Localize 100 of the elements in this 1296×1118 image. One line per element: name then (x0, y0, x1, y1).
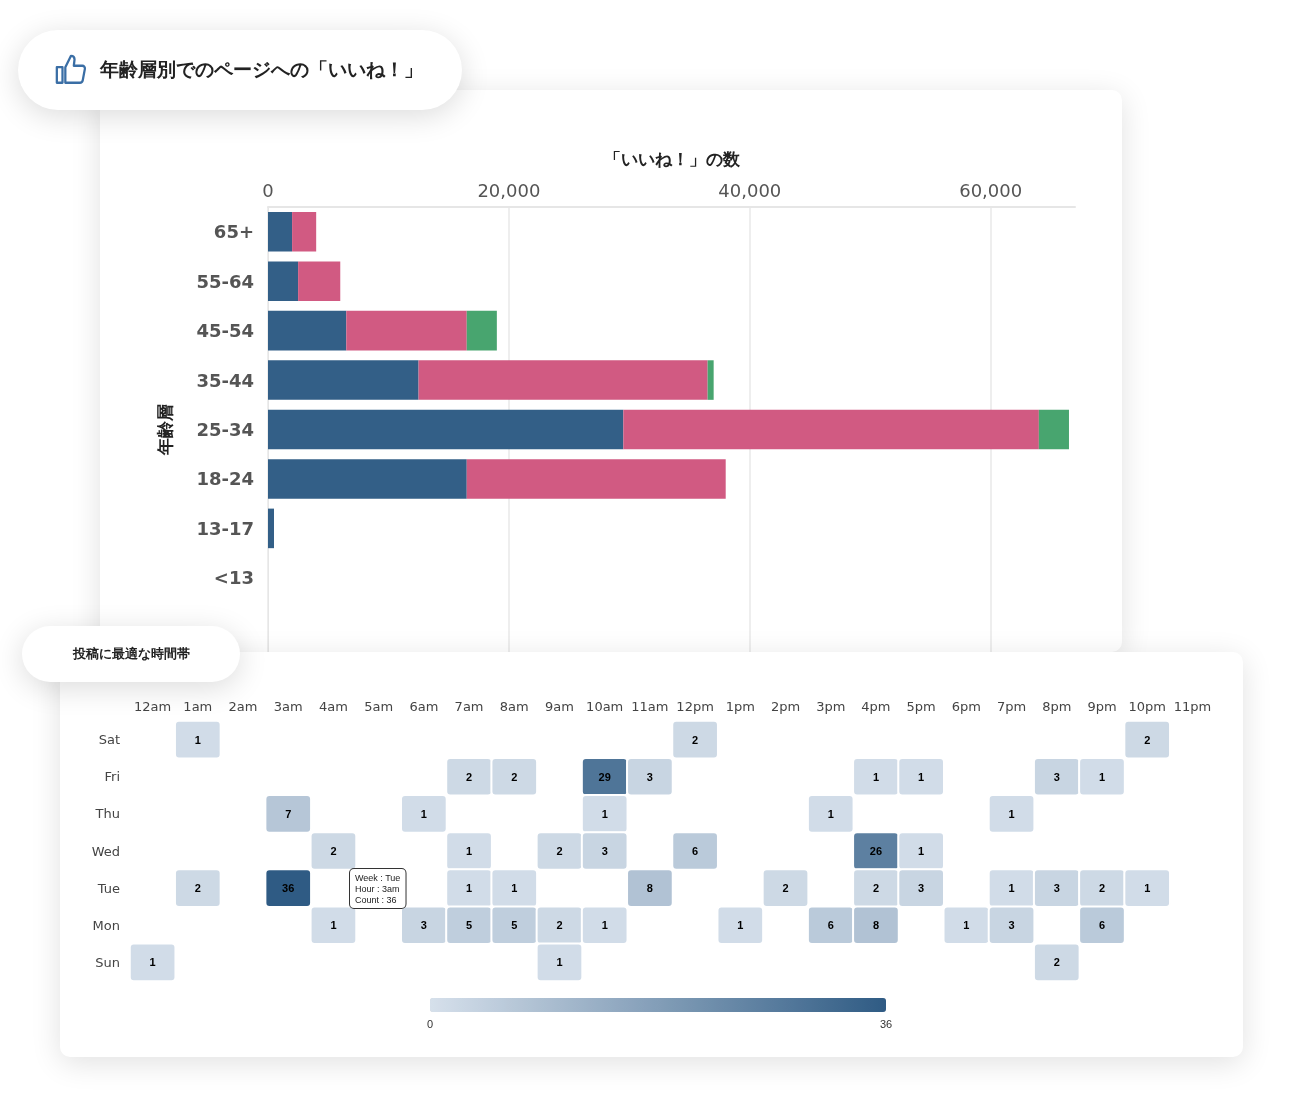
data-label: 3 (918, 882, 925, 895)
x-tick-label: 1pm (725, 699, 755, 714)
data-label: 2 (556, 845, 563, 857)
data-label: 1 (511, 882, 518, 895)
x-tick-label: 8pm (1042, 699, 1072, 714)
data-label: 6 (827, 919, 834, 932)
bar (623, 409, 1039, 450)
x-tick-label: 5am (364, 699, 394, 714)
y-tick-label: 25-34 (196, 419, 254, 440)
data-label: 6 (1098, 919, 1106, 932)
data-label: 1 (194, 733, 201, 746)
bar (298, 261, 341, 301)
data-label: 1 (420, 807, 427, 820)
data-label: 2 (556, 919, 563, 932)
data-label: 2 (1053, 956, 1060, 969)
bar (268, 261, 299, 301)
x-tick-label: 12pm (676, 699, 714, 714)
bar (1038, 409, 1069, 450)
data-label: 1 (149, 956, 156, 969)
data-label: 3 (420, 919, 427, 932)
x-tick-label: 10pm (1128, 699, 1166, 714)
data-label: 3 (1008, 919, 1015, 932)
y-tick-label: Sun (95, 954, 120, 970)
x-tick-label: 0 (262, 179, 274, 201)
y-tick-label: 45-54 (196, 320, 254, 342)
annotation: Week : Tue Hour : 3am Count : 36 (355, 872, 401, 905)
bar (466, 459, 726, 499)
data-label: 5 (511, 919, 518, 932)
x-tick-label: 8am (499, 699, 529, 714)
data-label: 2 (692, 733, 699, 746)
data-label: 1 (737, 919, 744, 932)
x-tick-label: 10am (586, 699, 624, 714)
x-tick-label: 6pm (951, 699, 981, 714)
data-label: 29 (598, 770, 611, 783)
data-label: 36 (282, 882, 295, 895)
x-tick-label: 2am (228, 699, 258, 714)
data-label: 3 (1053, 770, 1060, 783)
x-tick-label: 7am (454, 699, 484, 714)
data-label: 1 (1098, 770, 1106, 783)
x-tick-label: 2pm (770, 699, 801, 714)
x-tick-label: 4pm (861, 699, 891, 714)
bar (466, 310, 497, 351)
data-label: 2 (1144, 733, 1151, 746)
y-tick-label: 35-44 (196, 369, 254, 391)
data-label: 1 (1144, 882, 1151, 895)
color-bar-label: 36 (879, 1018, 893, 1030)
data-label: 1 (963, 919, 970, 932)
x-tick-label: 3am (273, 699, 303, 714)
data-label: 1 (918, 770, 925, 783)
bar (268, 360, 419, 400)
x-tick-label: 6am (409, 699, 439, 714)
data-label: 1 (466, 882, 473, 895)
data-label: 2 (782, 882, 789, 895)
x-tick-label: 1am (183, 699, 213, 714)
data-label: 3 (1053, 882, 1060, 895)
y-tick-label: Mon (92, 917, 120, 933)
bar (268, 459, 467, 499)
bar (268, 508, 275, 549)
y-tick-label: Thu (94, 806, 120, 822)
y-tick-label: 18-24 (196, 468, 254, 490)
y-tick-label: Sat (98, 732, 120, 748)
x-tick-label: 3pm (816, 699, 846, 714)
data-label: 5 (466, 919, 473, 932)
bar (418, 360, 708, 400)
bar (292, 211, 317, 252)
data-label: 7 (285, 807, 292, 820)
y-axis-title: 年齢層 (154, 404, 175, 456)
data-label: 1 (556, 956, 563, 969)
bar (346, 310, 467, 351)
data-label: 26 (869, 845, 883, 857)
data-label: 3 (601, 845, 608, 857)
bar (707, 360, 714, 400)
data-label: 2 (511, 770, 518, 783)
y-tick-label: 55-64 (196, 270, 254, 292)
chart-title: 投稿に最適な時間帯 (72, 645, 190, 663)
x-tick-label: 12am (134, 699, 172, 714)
y-tick-label: Tue (96, 880, 120, 896)
x-tick-label: 9pm (1087, 699, 1117, 714)
data-label: 1 (466, 845, 473, 857)
data-label: 2 (330, 845, 337, 857)
bar (268, 310, 347, 351)
x-tick-label: 11am (631, 699, 669, 714)
data-label: 1 (827, 807, 834, 820)
bar (268, 211, 293, 252)
x-tick-label: 20,000 (477, 179, 541, 201)
data-label: 6 (692, 845, 699, 857)
data-label: 1 (918, 845, 925, 857)
x-tick-label: 5pm (906, 699, 936, 714)
data-label: 3 (646, 770, 653, 783)
x-tick-label: 11pm (1173, 699, 1212, 714)
data-label: 2 (1098, 882, 1106, 895)
data-label: 1 (601, 807, 608, 820)
data-label: 2 (194, 882, 201, 895)
y-tick-label: Fri (104, 769, 120, 785)
x-tick-label: 7pm (996, 699, 1027, 714)
x-tick-label: 4am (318, 699, 348, 714)
x-tick-label: 40,000 (718, 179, 782, 201)
bar (268, 409, 624, 450)
y-tick-label: <13 (213, 567, 254, 589)
data-label: 2 (466, 770, 473, 783)
